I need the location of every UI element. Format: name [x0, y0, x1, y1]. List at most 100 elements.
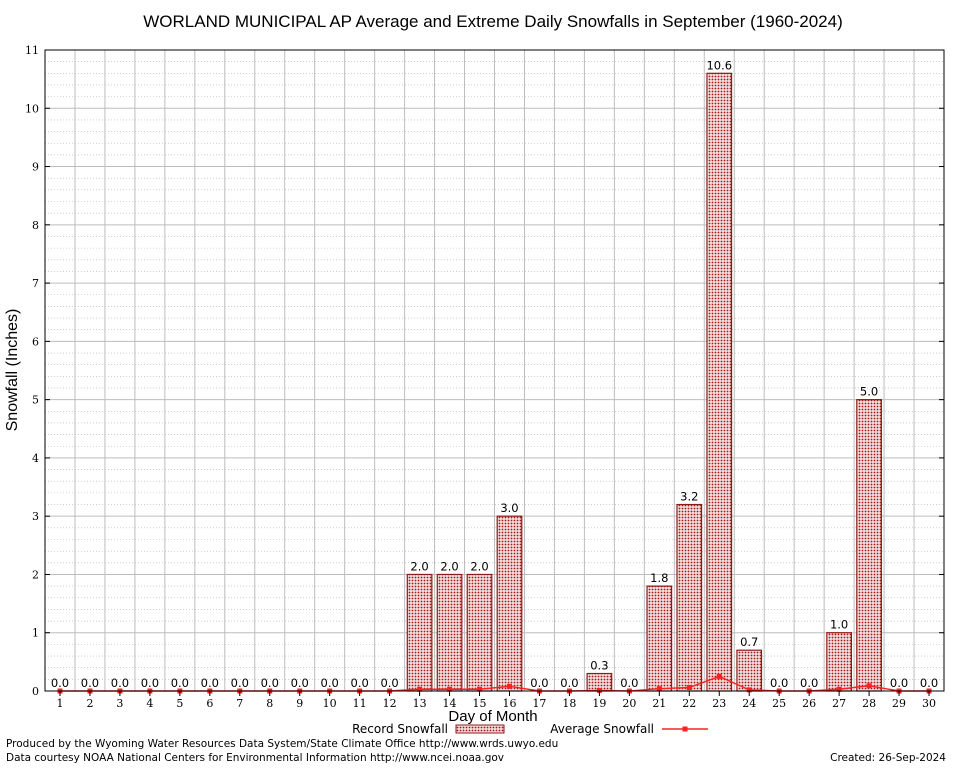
record-bars [406, 72, 882, 692]
y-tick-label: 10 [25, 102, 39, 115]
x-tick-label: 22 [682, 697, 696, 710]
y-axis-label: Snowfall (Inches) [4, 309, 21, 432]
average-point [477, 686, 483, 692]
footer-produced-by: Produced by the Wyoming Water Resources … [6, 738, 559, 750]
x-tick-label: 30 [922, 697, 936, 710]
data-label: 0.0 [800, 676, 818, 690]
x-tick-label: 18 [562, 697, 576, 710]
data-label: 0.7 [740, 635, 758, 649]
average-point [417, 686, 423, 692]
x-tick-label: 20 [622, 697, 636, 710]
data-label: 0.0 [530, 676, 548, 690]
data-label: 0.0 [770, 676, 788, 690]
y-tick-label: 11 [25, 44, 39, 57]
y-tick-label: 0 [32, 685, 39, 698]
x-tick-label: 11 [353, 697, 367, 710]
record-bar [706, 72, 733, 692]
x-tick-label: 5 [176, 697, 183, 710]
legend-record-swatch [455, 724, 505, 734]
data-label: 0.0 [171, 676, 189, 690]
record-bar [676, 503, 703, 692]
average-point [447, 686, 453, 692]
data-label: 10.6 [706, 58, 732, 72]
legend-average-marker [682, 726, 688, 732]
data-label: 0.0 [920, 676, 938, 690]
record-bar [646, 585, 673, 692]
average-point [686, 685, 692, 691]
x-tick-label: 4 [146, 697, 153, 710]
y-tick-label: 4 [32, 452, 39, 465]
data-label: 0.0 [261, 676, 279, 690]
data-label: 0.0 [351, 676, 369, 690]
data-label: 5.0 [860, 385, 878, 399]
y-tick-label: 6 [32, 335, 39, 348]
average-point [506, 683, 512, 689]
x-tick-label: 21 [652, 697, 666, 710]
y-tick-label: 9 [32, 161, 39, 174]
average-point [596, 687, 602, 693]
data-label: 0.0 [201, 676, 219, 690]
data-label: 0.0 [890, 676, 908, 690]
y-tick-label: 8 [32, 219, 39, 232]
data-label: 0.0 [380, 676, 398, 690]
footer-created: Created: 26-Sep-2024 [830, 752, 946, 764]
grid-lines [44, 49, 945, 692]
x-tick-label: 9 [296, 697, 303, 710]
x-tick-label: 27 [832, 697, 846, 710]
data-label: 0.0 [51, 676, 69, 690]
data-label: 0.0 [81, 676, 99, 690]
x-tick-label: 26 [802, 697, 816, 710]
chart-title: WORLAND MUNICIPAL AP Average and Extreme… [143, 12, 843, 31]
x-tick-label: 24 [742, 697, 756, 710]
x-tick-label: 3 [116, 697, 123, 710]
data-label: 3.2 [680, 490, 698, 504]
x-tick-label: 6 [206, 697, 213, 710]
y-tick-label: 7 [32, 277, 39, 290]
record-bar [826, 632, 853, 692]
footer-data-courtesy: Data courtesy NOAA National Centers for … [6, 752, 505, 764]
data-label: 3.0 [500, 501, 518, 515]
record-bar [496, 515, 523, 692]
legend: Record Snowfall Average Snowfall [352, 722, 708, 736]
average-point [656, 686, 662, 692]
x-tick-label: 28 [862, 697, 876, 710]
data-label: 1.0 [830, 618, 848, 632]
value-labels: 0.0 0.0 0.0 0.0 0.0 0.0 0.0 0.0 0.0 0.0 0.0 0.0 2.0 2… [51, 58, 938, 690]
data-label: 2.0 [410, 559, 428, 573]
data-label: 0.0 [620, 676, 638, 690]
data-label: 1.8 [650, 571, 668, 585]
data-label: 2.0 [440, 559, 458, 573]
x-tick-label: 12 [383, 697, 397, 710]
x-tick-label: 10 [323, 697, 337, 710]
data-label: 0.0 [141, 676, 159, 690]
average-point [746, 687, 752, 693]
x-tick-label: 19 [592, 697, 606, 710]
y-tick-label: 5 [32, 394, 39, 407]
y-tick-label: 3 [32, 510, 39, 523]
y-tick-label: 1 [32, 627, 39, 640]
data-label: 0.0 [111, 676, 129, 690]
x-tick-label: 2 [86, 697, 93, 710]
x-tick-label: 14 [443, 697, 457, 710]
record-bar [856, 399, 882, 692]
x-tick-label: 13 [413, 697, 427, 710]
legend-average-label: Average Snowfall [550, 722, 654, 736]
x-tick-label: 8 [266, 697, 273, 710]
data-label: 0.0 [321, 676, 339, 690]
x-tick-label: 7 [236, 697, 243, 710]
record-bar [406, 573, 433, 692]
record-bar [436, 573, 463, 692]
x-tick-label: 25 [772, 697, 786, 710]
record-bar [736, 649, 763, 692]
x-axis-label: Day of Month [448, 708, 537, 725]
x-tick-label: 15 [473, 697, 487, 710]
x-tick-label: 29 [892, 697, 906, 710]
x-tick-label: 17 [532, 697, 546, 710]
data-label: 0.3 [590, 659, 608, 673]
data-label: 2.0 [470, 559, 488, 573]
data-label: 0.0 [231, 676, 249, 690]
x-tick-label: 16 [502, 697, 516, 710]
average-point [836, 686, 842, 692]
